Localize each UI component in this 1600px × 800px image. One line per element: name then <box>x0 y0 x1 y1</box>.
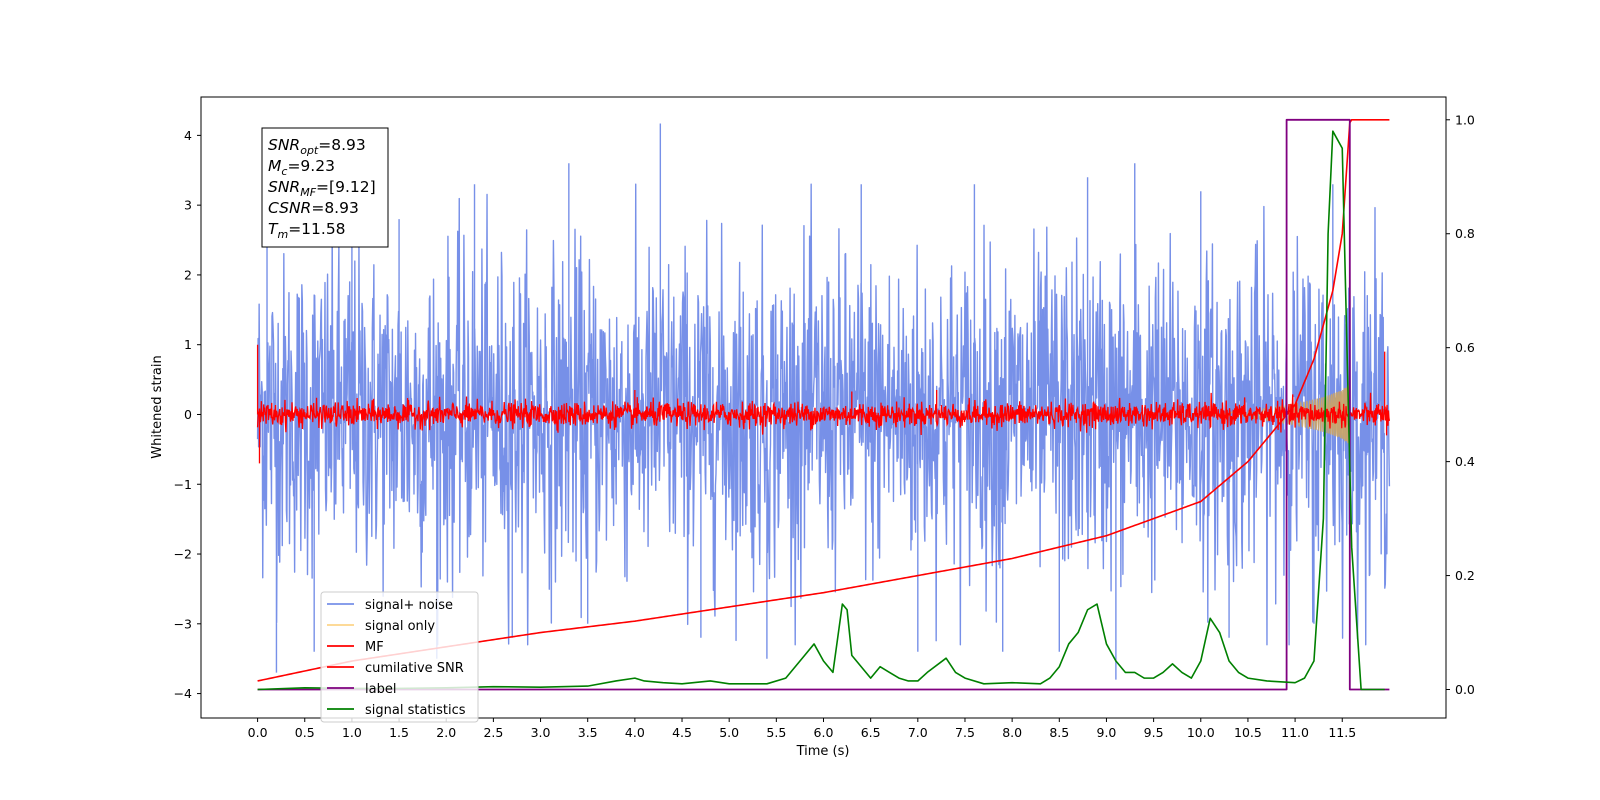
legend-label: signal statistics <box>365 703 466 718</box>
y-left-tick-label: −3 <box>174 616 192 631</box>
y-left-tick-label: −2 <box>174 547 192 562</box>
x-tick-label: 10.0 <box>1187 725 1215 740</box>
x-tick-label: 10.5 <box>1234 725 1262 740</box>
x-tick-label: 9.0 <box>1097 725 1117 740</box>
x-tick-label: 1.0 <box>342 725 362 740</box>
y-left-tick-label: 1 <box>184 337 192 352</box>
y-left-tick-label: −1 <box>174 477 192 492</box>
y-right-tick-label: 0.2 <box>1455 568 1475 583</box>
y-left-tick-label: 4 <box>184 128 192 143</box>
annotation-frame <box>261 127 389 248</box>
series-mf-line <box>256 344 1391 464</box>
x-tick-label: 9.5 <box>1144 725 1164 740</box>
x-tick-label: 0.0 <box>248 725 268 740</box>
x-tick-label: 2.5 <box>483 725 503 740</box>
y-left-tick-label: 0 <box>184 407 192 422</box>
y-right-tick-label: 0.4 <box>1455 454 1475 469</box>
y-left-tick-label: 3 <box>184 198 192 213</box>
x-tick-label: 3.5 <box>578 725 598 740</box>
x-tick-label: 0.5 <box>295 725 315 740</box>
y-right-tick-label: 0.6 <box>1455 340 1475 355</box>
legend-label: signal only <box>365 619 435 634</box>
x-tick-label: 6.0 <box>814 725 834 740</box>
x-tick-label: 4.0 <box>625 725 645 740</box>
annotation-line: CSNR=8.93 <box>268 199 359 217</box>
y-axis-title-left: Whitened strain <box>150 355 165 458</box>
y-left-tick-label: −4 <box>174 686 192 701</box>
annotation-line: SNRMF=[9.12] <box>268 178 376 199</box>
series-signal-statistics-line <box>257 130 1385 691</box>
y-right-tick-label: 1.0 <box>1455 112 1475 127</box>
x-tick-label: 4.5 <box>672 725 692 740</box>
x-tick-label: 11.5 <box>1328 725 1356 740</box>
series-signal-noise-line <box>256 123 1391 680</box>
legend-label: label <box>365 682 396 697</box>
x-tick-label: 1.5 <box>389 725 409 740</box>
x-axis-title: Time (s) <box>796 744 850 759</box>
legend-label: MF <box>365 640 384 655</box>
x-tick-label: 5.5 <box>766 725 786 740</box>
x-tick-label: 5.0 <box>719 725 739 740</box>
x-tick-label: 7.0 <box>908 725 928 740</box>
annotation-line: SNRopt=8.93 <box>268 136 366 157</box>
x-tick-label: 8.0 <box>1002 725 1022 740</box>
annotation-line: Mc=9.23 <box>268 157 335 178</box>
x-tick-label: 3.0 <box>531 725 551 740</box>
x-tick-label: 11.0 <box>1281 725 1309 740</box>
legend-label: cumilative SNR <box>365 661 464 676</box>
axes-layer: 0.0 0.5 1.0 1.5 2.0 2.5 3.0 3.5 4.0 4.5 5.0 5.5 6.0 6… <box>174 112 1475 740</box>
x-tick-label: 8.5 <box>1049 725 1069 740</box>
x-tick-label: 2.0 <box>436 725 456 740</box>
series-label-line <box>257 118 1390 691</box>
legend: signal+ noise signal only MF cumilative SNR… <box>320 591 479 723</box>
legend-label: signal+ noise <box>365 598 453 613</box>
annotation-line: Tm=11.58 <box>268 220 346 241</box>
x-tick-label: 6.5 <box>861 725 881 740</box>
x-tick-label: 7.5 <box>955 725 975 740</box>
y-right-tick-label: 0.8 <box>1455 226 1475 241</box>
y-right-tick-label: 0.0 <box>1455 682 1475 697</box>
legend-frame <box>320 591 479 723</box>
y-left-tick-label: 2 <box>184 267 192 282</box>
